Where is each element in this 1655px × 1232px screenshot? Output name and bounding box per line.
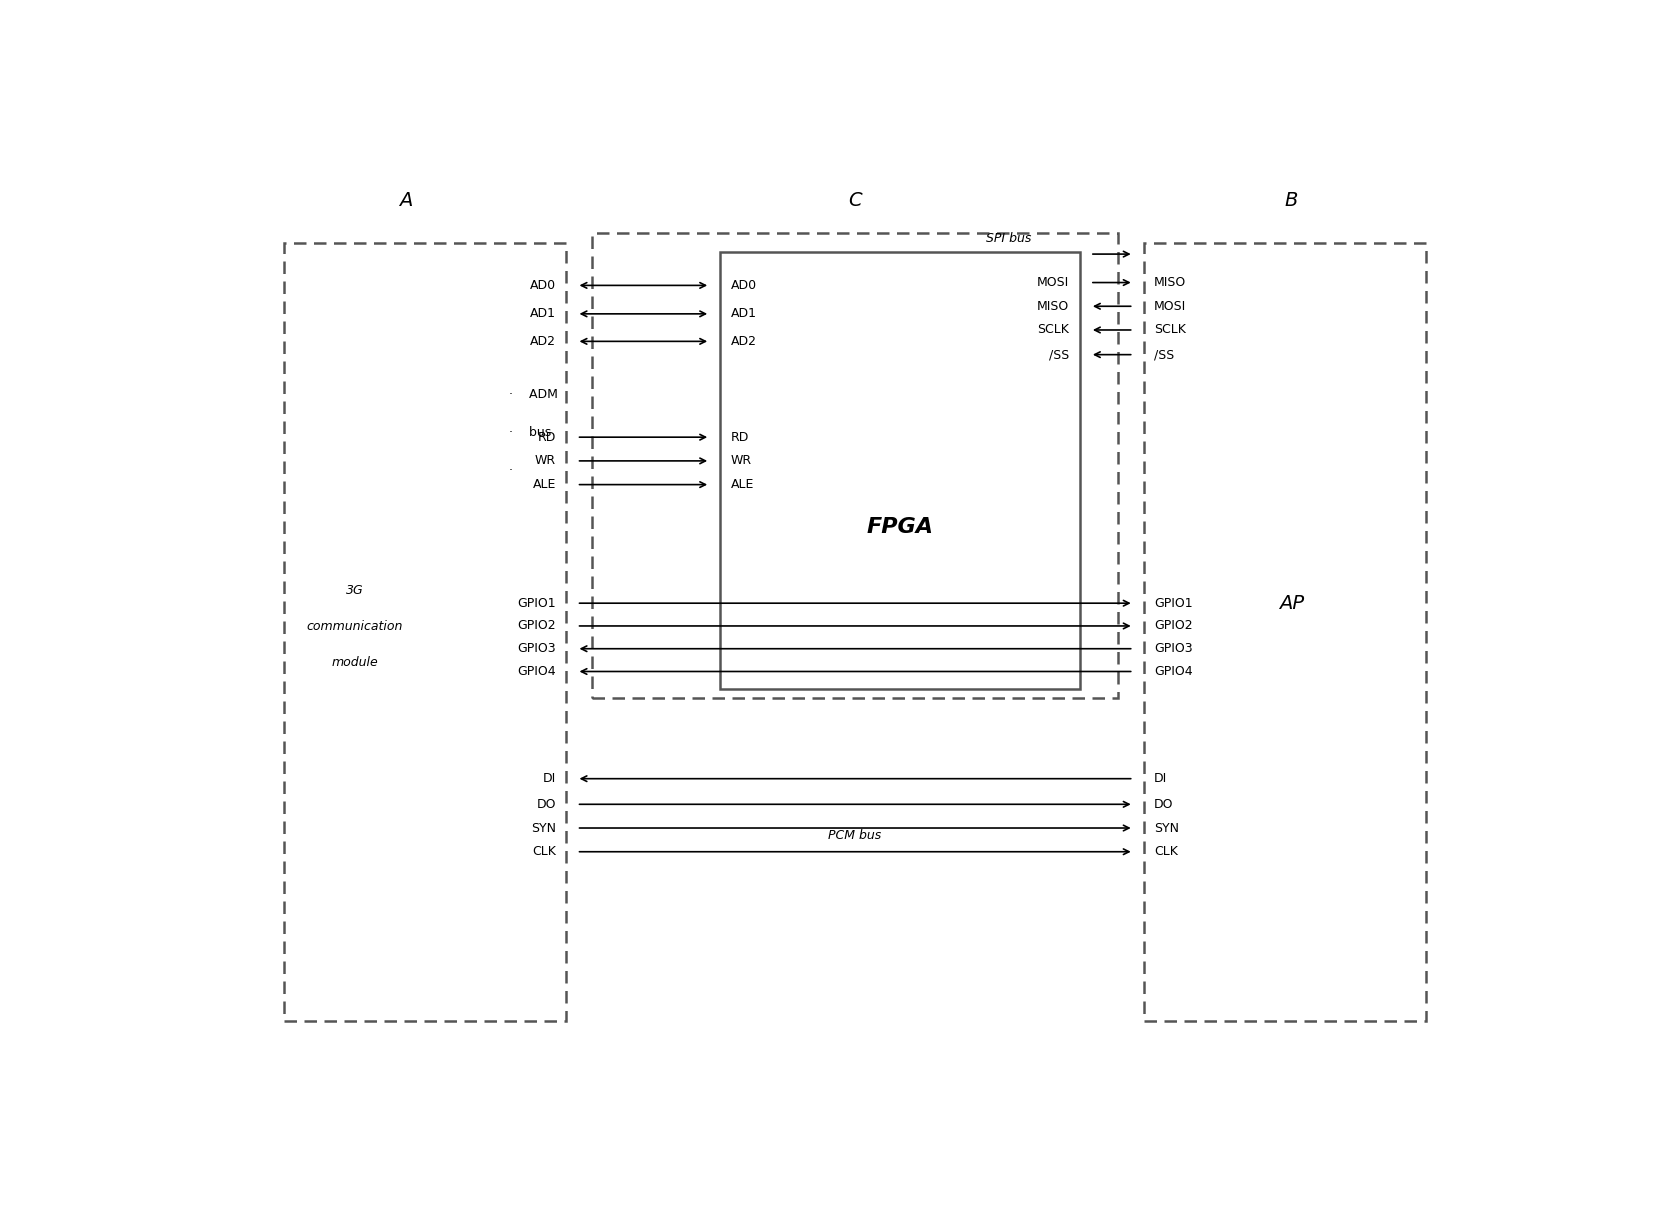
Text: GPIO1: GPIO1 bbox=[1154, 596, 1192, 610]
Text: 3G: 3G bbox=[346, 584, 362, 598]
Text: GPIO4: GPIO4 bbox=[516, 665, 556, 678]
Bar bbox=[285, 243, 566, 1020]
Text: /SS: /SS bbox=[1154, 349, 1173, 361]
Text: CLK: CLK bbox=[1154, 845, 1177, 859]
Text: GPIO1: GPIO1 bbox=[516, 596, 556, 610]
Text: ALE: ALE bbox=[730, 478, 753, 492]
Text: DI: DI bbox=[543, 772, 556, 785]
Text: AD1: AD1 bbox=[730, 307, 756, 320]
Text: SCLK: SCLK bbox=[1038, 324, 1069, 336]
Text: AD2: AD2 bbox=[530, 335, 556, 347]
Text: ·: · bbox=[508, 464, 513, 477]
Text: AP: AP bbox=[1278, 594, 1302, 612]
Text: FPGA: FPGA bbox=[866, 517, 933, 537]
Text: GPIO3: GPIO3 bbox=[516, 642, 556, 655]
Text: ·    bus: · bus bbox=[508, 426, 551, 439]
Text: MOSI: MOSI bbox=[1036, 276, 1069, 290]
Text: AD0: AD0 bbox=[530, 278, 556, 292]
Text: DO: DO bbox=[1154, 798, 1173, 811]
Text: MOSI: MOSI bbox=[1154, 299, 1185, 313]
Text: GPIO3: GPIO3 bbox=[1154, 642, 1192, 655]
Bar bbox=[720, 253, 1079, 689]
Text: GPIO2: GPIO2 bbox=[516, 620, 556, 632]
Text: GPIO4: GPIO4 bbox=[1154, 665, 1192, 678]
Text: C: C bbox=[847, 191, 861, 209]
Text: MISO: MISO bbox=[1036, 299, 1069, 313]
Text: /SS: /SS bbox=[1049, 349, 1069, 361]
Text: WR: WR bbox=[535, 455, 556, 467]
Text: B: B bbox=[1284, 191, 1298, 209]
Text: DI: DI bbox=[1154, 772, 1167, 785]
Bar bbox=[1144, 243, 1425, 1020]
Text: ALE: ALE bbox=[533, 478, 556, 492]
Bar bbox=[592, 233, 1117, 699]
Text: RD: RD bbox=[730, 431, 748, 444]
Text: SCLK: SCLK bbox=[1154, 324, 1185, 336]
Text: AD0: AD0 bbox=[730, 278, 756, 292]
Text: SYN: SYN bbox=[1154, 822, 1178, 834]
Text: DO: DO bbox=[536, 798, 556, 811]
Text: RD: RD bbox=[538, 431, 556, 444]
Text: SYN: SYN bbox=[531, 822, 556, 834]
Text: MISO: MISO bbox=[1154, 276, 1185, 290]
Text: WR: WR bbox=[730, 455, 751, 467]
Text: GPIO2: GPIO2 bbox=[1154, 620, 1192, 632]
Text: ·    ADM: · ADM bbox=[508, 388, 558, 400]
Text: A: A bbox=[399, 191, 412, 209]
Text: communication: communication bbox=[306, 620, 402, 633]
Text: module: module bbox=[331, 657, 377, 669]
Text: CLK: CLK bbox=[531, 845, 556, 859]
Text: AD1: AD1 bbox=[530, 307, 556, 320]
Text: AD2: AD2 bbox=[730, 335, 756, 347]
Text: SPI bus: SPI bus bbox=[986, 232, 1031, 245]
Text: PCM bus: PCM bus bbox=[828, 829, 880, 843]
